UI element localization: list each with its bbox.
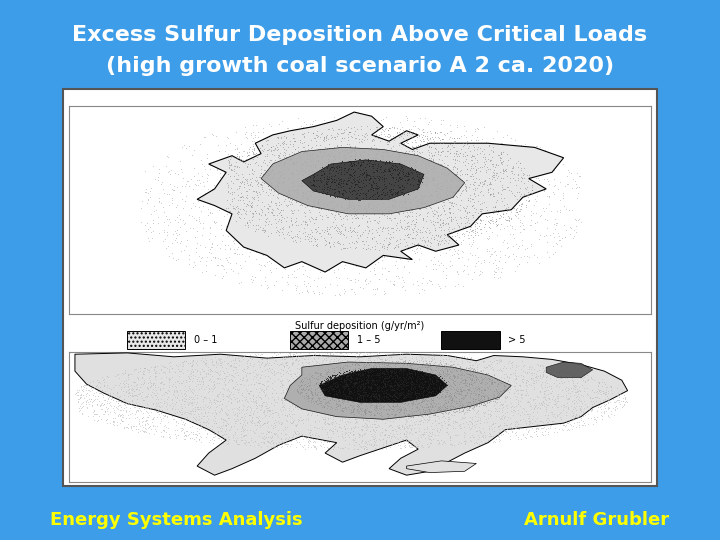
Text: Arnulf Grubler: Arnulf Grubler [524, 511, 670, 529]
Text: 0 – 1: 0 – 1 [194, 335, 217, 345]
Polygon shape [319, 368, 447, 402]
Polygon shape [197, 112, 564, 272]
Text: 1 – 5: 1 – 5 [357, 335, 381, 345]
Polygon shape [302, 160, 424, 199]
Text: (high growth coal scenario A 2 ca. 2020): (high growth coal scenario A 2 ca. 2020) [106, 56, 614, 76]
Text: Sulfur deposition (g/yr/m²): Sulfur deposition (g/yr/m²) [295, 321, 425, 331]
Polygon shape [261, 147, 464, 214]
Bar [290, 332, 348, 348]
Polygon shape [284, 362, 511, 419]
Bar [127, 332, 186, 348]
Polygon shape [407, 461, 477, 472]
Text: Energy Systems Analysis: Energy Systems Analysis [50, 511, 303, 529]
Polygon shape [75, 353, 628, 475]
Polygon shape [546, 362, 593, 377]
Bar [63, 89, 657, 486]
Bar [441, 332, 500, 348]
Text: Excess Sulfur Deposition Above Critical Loads: Excess Sulfur Deposition Above Critical … [73, 25, 647, 45]
Text: > 5: > 5 [508, 335, 526, 345]
